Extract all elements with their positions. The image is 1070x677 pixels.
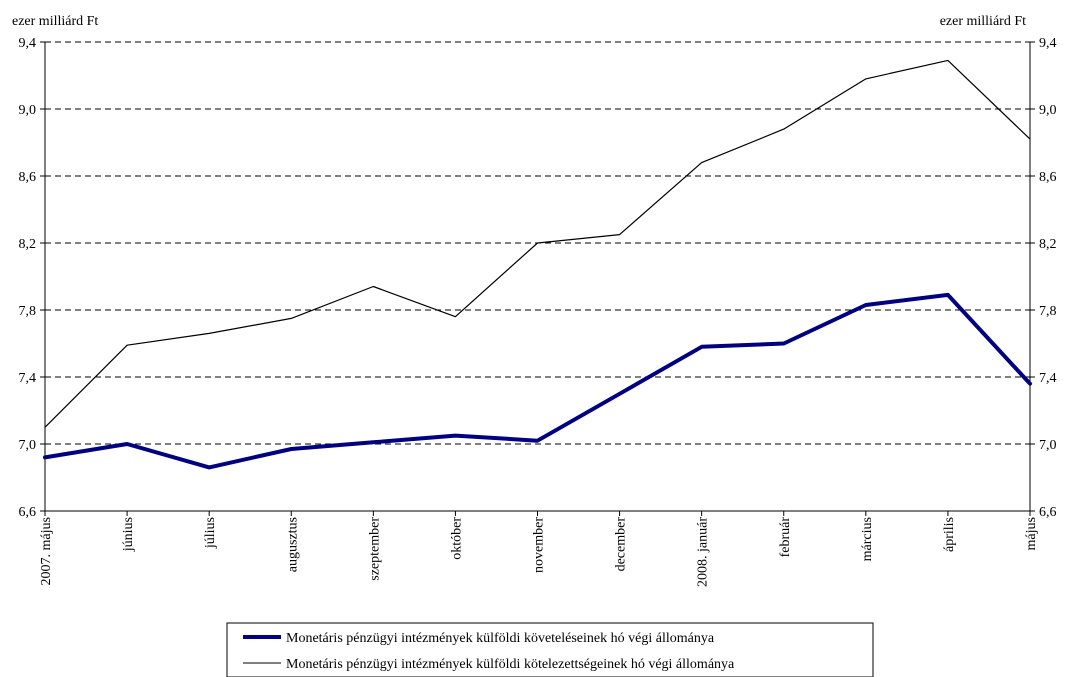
category-label: szeptember: [367, 517, 382, 581]
legend: Monetáris pénzügyi intézmények külföldi …: [226, 622, 874, 677]
category-label: június: [121, 517, 136, 552]
left-tick-labels: 6,6 7,0 7,4 7,8 8,2 8,6 9,0 9,4: [19, 36, 37, 520]
category-label: december: [614, 517, 629, 572]
left-tick-label: 8,6: [19, 170, 37, 185]
left-tick-label: 7,8: [19, 304, 37, 319]
category-label: augusztus: [285, 517, 300, 572]
category-label: április: [942, 517, 957, 552]
left-tick-label: 6,6: [19, 505, 37, 520]
right-tick-label: 8,6: [1039, 170, 1057, 185]
left-tick-label: 9,4: [19, 36, 37, 51]
right-axis-unit-label: ezer milliárd Ft: [940, 14, 1026, 29]
category-label: március: [860, 517, 875, 561]
left-tick-label: 9,0: [19, 103, 37, 118]
right-tick-label: 7,4: [1039, 371, 1057, 386]
category-label: május: [1024, 517, 1039, 550]
legend-label-series-2: Monetáris pénzügyi intézmények külföldi …: [286, 657, 735, 672]
right-tick-label: 7,0: [1039, 438, 1057, 453]
category-labels: 2007. május június július augusztus szeptemb…: [39, 517, 1039, 587]
right-tick-label: 8,2: [1039, 237, 1057, 252]
category-label: 2008. január: [696, 517, 711, 587]
series-line-2: [44, 59, 1031, 428]
gridlines: [45, 41, 1030, 445]
series-line-1: [43, 292, 1032, 470]
axes: [40, 41, 1035, 516]
series-lines: [43, 59, 1032, 470]
right-tick-label: 7,8: [1039, 304, 1057, 319]
right-tick-labels: 6,6 7,0 7,4 7,8 8,2 8,6 9,0 9,4: [1039, 36, 1057, 520]
left-tick-label: 7,4: [19, 371, 37, 386]
right-tick-label: 9,0: [1039, 103, 1057, 118]
category-label: február: [778, 517, 793, 558]
right-tick-label: 6,6: [1039, 505, 1057, 520]
right-tick-label: 9,4: [1039, 36, 1057, 51]
left-tick-label: 7,0: [19, 438, 37, 453]
category-label: október: [449, 517, 464, 560]
left-tick-label: 8,2: [19, 237, 37, 252]
legend-label-series-1: Monetáris pénzügyi intézmények külföldi …: [286, 631, 715, 646]
legend-box: [226, 622, 874, 677]
left-axis-unit-label: ezer milliárd Ft: [12, 14, 98, 29]
category-label: 2007. május: [39, 517, 54, 585]
category-label: július: [203, 517, 218, 549]
category-label: november: [532, 517, 547, 573]
